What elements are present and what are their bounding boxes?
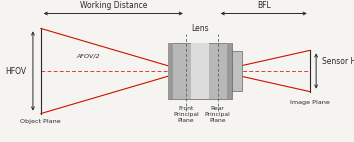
Text: Rear
Principal
Plane: Rear Principal Plane bbox=[205, 106, 230, 123]
Text: Front
Principal
Plane: Front Principal Plane bbox=[173, 106, 199, 123]
Bar bbox=[191, 43, 209, 99]
Bar bbox=[168, 43, 232, 99]
Bar bbox=[168, 43, 173, 99]
Text: Object Plane: Object Plane bbox=[20, 119, 61, 124]
Bar bbox=[227, 43, 232, 99]
Bar bbox=[232, 51, 242, 91]
Text: BFL: BFL bbox=[257, 1, 270, 10]
Text: Lens: Lens bbox=[191, 24, 209, 33]
Text: Sensor Horizontal: Sensor Horizontal bbox=[322, 57, 354, 66]
Text: AFOV/2: AFOV/2 bbox=[76, 54, 99, 59]
Text: Image Plane: Image Plane bbox=[290, 100, 330, 105]
Text: Working Distance: Working Distance bbox=[80, 1, 147, 10]
Text: HFOV: HFOV bbox=[5, 66, 27, 76]
